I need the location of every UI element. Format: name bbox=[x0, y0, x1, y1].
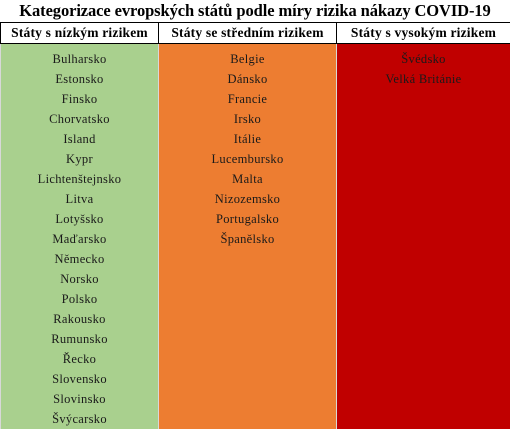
country-item: Kypr bbox=[1, 149, 158, 169]
country-item: Rakousko bbox=[1, 309, 158, 329]
country-item: Irsko bbox=[159, 109, 336, 129]
risk-table: Státy s nízkým rizikem Státy se středním… bbox=[0, 22, 510, 429]
country-item: Slovinsko bbox=[1, 389, 158, 409]
country-item: Portugalsko bbox=[159, 209, 336, 229]
country-item: Slovensko bbox=[1, 369, 158, 389]
country-item: Norsko bbox=[1, 269, 158, 289]
country-item: Chorvatsko bbox=[1, 109, 158, 129]
page-title: Kategorizace evropských států podle míry… bbox=[0, 0, 510, 22]
country-item: Belgie bbox=[159, 49, 336, 69]
country-item: Velká Británie bbox=[337, 69, 510, 89]
header-row: Státy s nízkým rizikem Státy se středním… bbox=[1, 23, 510, 44]
country-item: Rumunsko bbox=[1, 329, 158, 349]
header-medium-risk: Státy se středním rizikem bbox=[159, 23, 337, 44]
country-item: Lucembursko bbox=[159, 149, 336, 169]
country-item: Finsko bbox=[1, 89, 158, 109]
country-item: Německo bbox=[1, 249, 158, 269]
country-item: Dánsko bbox=[159, 69, 336, 89]
country-item: Španělsko bbox=[159, 229, 336, 249]
country-item: Lotyšsko bbox=[1, 209, 158, 229]
country-item: Švýcarsko bbox=[1, 409, 158, 429]
country-item: Polsko bbox=[1, 289, 158, 309]
country-item: Estonsko bbox=[1, 69, 158, 89]
country-item: Itálie bbox=[159, 129, 336, 149]
country-item: Francie bbox=[159, 89, 336, 109]
country-item: Nizozemsko bbox=[159, 189, 336, 209]
header-high-risk: Státy s vysokým rizikem bbox=[337, 23, 510, 44]
country-item: Litva bbox=[1, 189, 158, 209]
country-item: Maďarsko bbox=[1, 229, 158, 249]
header-low-risk: Státy s nízkým rizikem bbox=[1, 23, 159, 44]
country-item: Řecko bbox=[1, 349, 158, 369]
country-item: Island bbox=[1, 129, 158, 149]
country-item: Švédsko bbox=[337, 49, 510, 69]
country-item: Lichtenštejnsko bbox=[1, 169, 158, 189]
country-item: Bulharsko bbox=[1, 49, 158, 69]
country-item: Malta bbox=[159, 169, 336, 189]
